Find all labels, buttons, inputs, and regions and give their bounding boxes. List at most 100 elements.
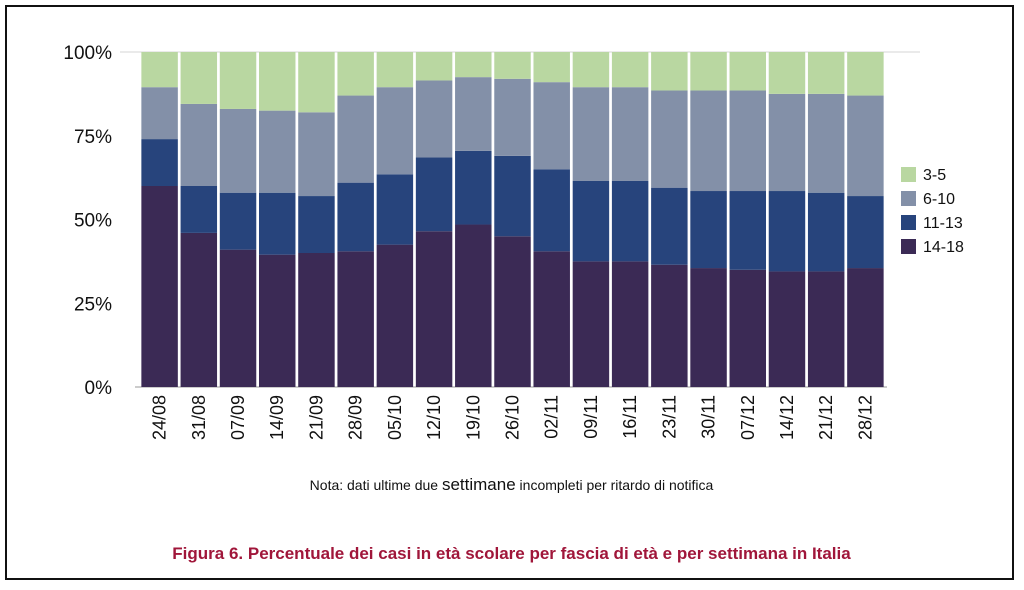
bar-segment-14-18-12-10 xyxy=(415,231,453,387)
bar-segment-11-13-16-11 xyxy=(611,180,649,262)
x-tick-label: 12/10 xyxy=(424,395,444,440)
bar-segment-3-5-26-10 xyxy=(494,52,531,79)
bar-segment-6-10-28-12 xyxy=(847,95,884,197)
bar-segment-6-10-28-09 xyxy=(337,95,374,183)
bar-segment-14-18-07-12 xyxy=(729,269,766,387)
bar-segment-3-5-28-09 xyxy=(337,52,374,96)
legend-swatch-14-18 xyxy=(901,239,916,254)
bar-segment-11-13-24-08 xyxy=(141,139,178,186)
legend-swatch-6-10 xyxy=(901,191,916,206)
bar-segment-6-10-05-10 xyxy=(376,87,414,175)
bar-segment-11-13-21-09 xyxy=(298,196,335,253)
bar-segment-6-10-26-10 xyxy=(494,78,531,156)
bar-segment-14-18-26-10 xyxy=(494,236,531,387)
y-tick-labels: 0% 25% 50% 75% 100% xyxy=(63,43,112,399)
bar-segment-6-10-21-09 xyxy=(298,112,335,197)
bar-segment-14-18-21-09 xyxy=(298,253,335,387)
bar-segment-3-5-07-09 xyxy=(219,52,257,109)
bar-segment-3-5-12-10 xyxy=(415,52,453,81)
bar-segment-11-13-28-12 xyxy=(847,196,884,269)
legend-label-14-18: 14-18 xyxy=(923,239,964,256)
bar-segment-3-5-02-11 xyxy=(533,52,570,83)
bar-segment-14-18-21-12 xyxy=(807,271,845,387)
bar-segment-11-13-09-11 xyxy=(572,180,610,262)
x-tick-label: 09/11 xyxy=(581,395,601,439)
x-tick-label: 14/09 xyxy=(267,395,287,440)
bar-segment-14-18-19-10 xyxy=(455,224,492,387)
bar-segment-6-10-23-11 xyxy=(651,90,688,188)
bar-segment-6-10-31-08 xyxy=(180,103,218,186)
bar-segment-11-13-30-11 xyxy=(690,191,727,269)
x-tick-label: 05/10 xyxy=(385,395,405,440)
bar-segment-6-10-24-08 xyxy=(141,87,178,140)
legend: 3-5 6-10 11-13 14-18 xyxy=(901,167,964,256)
bar-segment-6-10-14-09 xyxy=(259,110,296,193)
x-tick-label: 07/12 xyxy=(738,395,758,440)
x-tick-label: 16/11 xyxy=(620,395,640,439)
bar-segment-11-13-31-08 xyxy=(180,186,218,233)
x-tick-label: 28/12 xyxy=(855,395,875,440)
bar-segment-14-18-05-10 xyxy=(376,244,414,388)
bar-segment-3-5-30-11 xyxy=(690,52,727,91)
x-tick-label: 02/11 xyxy=(542,395,562,439)
bar-segment-3-5-19-10 xyxy=(455,52,492,78)
x-tick-labels: 24/08 31/08 07/09 14/09 21/09 28/09 05/10 12/10… xyxy=(150,395,876,440)
bar-segment-3-5-16-11 xyxy=(611,52,649,88)
bar-segment-11-13-14-09 xyxy=(259,192,296,255)
bar-segment-3-5-28-12 xyxy=(847,52,884,96)
bar-segment-11-13-05-10 xyxy=(376,174,414,245)
legend-label-11-13: 11-13 xyxy=(923,215,963,232)
bar-segment-6-10-09-11 xyxy=(572,87,610,181)
bar-segment-3-5-21-12 xyxy=(807,52,845,94)
legend-label-6-10: 6-10 xyxy=(923,191,955,208)
bar-segment-14-18-28-12 xyxy=(847,268,884,387)
chart-note: Nota: dati ultime due settimane incomple… xyxy=(7,475,1016,495)
bar-segment-14-18-23-11 xyxy=(651,264,688,387)
bar-segment-3-5-05-10 xyxy=(376,52,414,88)
bar-segment-11-13-21-12 xyxy=(807,192,845,272)
bar-segment-11-13-28-09 xyxy=(337,182,374,252)
bar-segment-3-5-14-12 xyxy=(768,52,806,94)
bar-segment-14-18-30-11 xyxy=(690,268,727,387)
x-tick-label: 31/08 xyxy=(189,395,209,440)
bar-segment-6-10-07-12 xyxy=(729,90,766,192)
x-tick-label: 21/12 xyxy=(816,395,836,440)
y-tick-label: 100% xyxy=(63,43,112,64)
bar-segment-14-18-31-08 xyxy=(180,232,218,387)
bar-segment-6-10-12-10 xyxy=(415,80,453,158)
x-tick-label: 24/08 xyxy=(150,395,170,440)
figure-caption: Figura 6. Percentuale dei casi in età sc… xyxy=(172,544,851,563)
bar-segment-14-18-24-08 xyxy=(141,186,178,387)
x-tick-label: 28/09 xyxy=(346,395,366,440)
bar-segment-11-13-14-12 xyxy=(768,191,806,272)
stacked-bar-chart: 0% 25% 50% 75% 100% 24/08 31/08 07/09 14/09 21/0… xyxy=(63,43,964,440)
bar-segment-6-10-14-12 xyxy=(768,93,806,192)
bar-segment-14-18-16-11 xyxy=(611,261,649,388)
bar-segment-11-13-07-09 xyxy=(219,192,257,250)
y-tick-label: 50% xyxy=(74,211,112,232)
x-tick-label: 30/11 xyxy=(699,395,719,439)
note-emphasis: settimane xyxy=(441,475,516,494)
bar-segment-11-13-19-10 xyxy=(455,150,492,225)
note-suffix: incompleti per ritardo di notifica xyxy=(515,477,714,493)
bar-segment-11-13-12-10 xyxy=(415,157,453,232)
y-tick-label: 0% xyxy=(85,378,113,399)
bar-segment-3-5-07-12 xyxy=(729,52,766,91)
bar-segment-14-18-28-09 xyxy=(337,251,374,387)
y-tick-label: 25% xyxy=(74,294,112,315)
bar-segment-11-13-23-11 xyxy=(651,187,688,265)
bar-segment-6-10-30-11 xyxy=(690,90,727,192)
bar-segment-3-5-09-11 xyxy=(572,52,610,88)
y-tick-label: 75% xyxy=(74,127,112,148)
bar-segment-6-10-07-09 xyxy=(219,108,257,193)
bars xyxy=(141,52,884,388)
bar-segment-11-13-07-12 xyxy=(729,191,766,270)
figure-frame: 0% 25% 50% 75% 100% 24/08 31/08 07/09 14/09 21/0… xyxy=(5,5,1014,580)
legend-swatch-11-13 xyxy=(901,215,916,230)
bar-segment-6-10-19-10 xyxy=(455,77,492,151)
x-tick-label: 19/10 xyxy=(463,395,483,440)
x-tick-label: 23/11 xyxy=(659,395,679,439)
bar-segment-3-5-23-11 xyxy=(651,52,688,91)
legend-label-3-5: 3-5 xyxy=(923,167,946,184)
bar-segment-6-10-16-11 xyxy=(611,87,649,181)
